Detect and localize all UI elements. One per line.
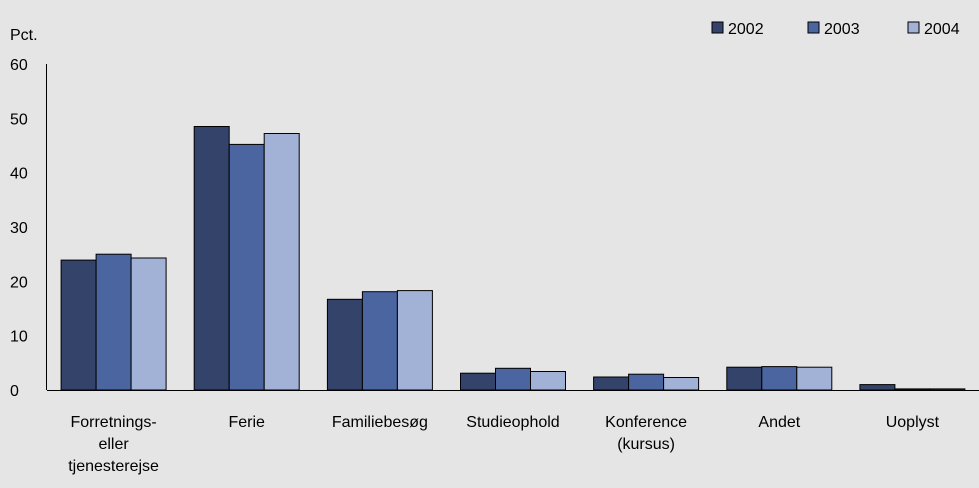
y-tick-label: 0 (10, 383, 19, 400)
y-tick-label: 10 (10, 329, 28, 346)
x-tick-label: Forretnings-eller tjenesterejse (68, 414, 159, 475)
bar-2002 (60, 259, 97, 391)
x-tick-label: Ferie (228, 414, 265, 431)
bar-2004 (530, 371, 566, 391)
bar-2003 (495, 367, 531, 391)
plot-area: 0 10 20 30 40 50 60 Forretnings-eller tjenestere… (10, 57, 979, 475)
x-tick-label-line: Ferie (228, 414, 265, 431)
x-tick-label-line: tjenesterejse (68, 458, 159, 475)
bar-2002 (326, 298, 363, 391)
bar-2003 (361, 291, 398, 391)
y-tick-label: 60 (10, 57, 28, 74)
bar-2002 (726, 366, 763, 391)
bar-2004 (263, 133, 300, 391)
bar-2002 (193, 126, 230, 391)
x-tick-label-line: Konference (605, 414, 687, 431)
legend: 2002 2003 2004 (711, 21, 960, 38)
y-tick-label: 20 (10, 274, 28, 291)
y-tick-label: 40 (10, 166, 28, 183)
bar-2002 (460, 372, 496, 391)
y-axis-label: Pct. (10, 27, 38, 44)
x-tick-label-line: Studieophold (466, 414, 559, 431)
bar-2002 (593, 376, 630, 391)
bar-2004 (663, 377, 700, 391)
x-tick-label-line: (kursus) (617, 436, 675, 453)
bar-2003 (95, 253, 132, 391)
x-tick-label: Familiebesøg (332, 414, 428, 431)
x-tick-label: Studieophold (466, 414, 559, 431)
y-tick-label: 30 (10, 220, 28, 237)
legend-swatch (711, 21, 724, 34)
x-tick-label: Uoplyst (886, 414, 940, 431)
x-tick-label: Konference (kursus) (605, 414, 687, 453)
bar-2004 (396, 290, 433, 391)
legend-label: 2004 (924, 21, 960, 38)
legend-label: 2002 (728, 21, 764, 38)
x-tick-label-line: eller (98, 436, 129, 453)
y-tick-label: 50 (10, 111, 28, 128)
bar-2004 (929, 388, 966, 391)
bar-2004 (130, 257, 167, 391)
bar-2004 (796, 366, 833, 391)
bar-2003 (894, 388, 931, 391)
bar-2003 (761, 366, 798, 391)
x-tick-label-line: Forretnings- (70, 414, 156, 431)
x-tick-label-line: Uoplyst (886, 414, 940, 431)
x-tick-label-line: Familiebesøg (332, 414, 428, 431)
legend-swatch (907, 21, 920, 34)
x-tick-label-line: Andet (758, 414, 800, 431)
bar-2003 (628, 373, 665, 391)
legend-label: 2003 (824, 21, 860, 38)
legend-swatch (807, 21, 820, 34)
bar-2003 (228, 143, 265, 391)
x-tick-label: Andet (758, 414, 800, 431)
bar-2002 (859, 384, 896, 391)
